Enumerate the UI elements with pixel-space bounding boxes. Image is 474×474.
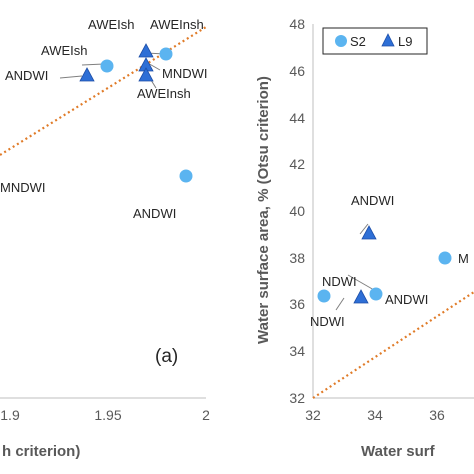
legend-s2-label: S2: [350, 34, 366, 49]
data-point-s2-andwi: [369, 287, 383, 301]
right-y-tick: 42: [289, 156, 305, 172]
data-point-s2-andwi: [179, 169, 193, 183]
left-x-tick: 1.9: [0, 407, 20, 423]
leader-line: [335, 297, 345, 311]
leader-line: [59, 75, 83, 79]
point-label: NDWI: [310, 314, 345, 329]
right-y-tick: 46: [289, 63, 305, 79]
point-label: ANDWI: [385, 292, 428, 307]
legend: S2 L9: [322, 27, 428, 55]
right-y-ticks: 32 34 36 38 40 42 44 46 48: [289, 16, 305, 406]
point-label: AWEInsh: [150, 17, 204, 32]
data-point-l9-awei-sh: [138, 43, 154, 58]
right-y-tick: 32: [289, 390, 305, 406]
right-y-tick: 36: [289, 296, 305, 312]
right-ref-line: [312, 291, 474, 399]
legend-l9-label: L9: [398, 34, 412, 49]
left-x-tick: 2: [202, 407, 210, 423]
left-ref-line: [0, 26, 207, 156]
right-y-tick: 34: [289, 343, 305, 359]
left-x-axis-label: h criterion): [2, 443, 80, 460]
leader-line: [81, 63, 105, 66]
legend-l9-marker: [381, 33, 395, 47]
right-y-tick: 40: [289, 203, 305, 219]
data-point-s2-awei-nsh: [159, 47, 173, 61]
data-point-s2-ndwi: [317, 289, 331, 303]
right-y-axis-label: Water surface area, % (Otsu criterion): [255, 76, 272, 344]
panel-label: (a): [155, 346, 178, 367]
right-x-tick: 32: [305, 407, 321, 423]
point-label: MNDWI: [0, 180, 46, 195]
point-label: M: [458, 251, 469, 266]
point-label: AWEIsh: [41, 43, 87, 58]
data-point-s2-awei-sh: [100, 59, 114, 73]
data-point-l9-awei-nsh: [138, 67, 154, 82]
right-x-tick: 34: [367, 407, 383, 423]
left-x-tick: 1.95: [94, 407, 121, 423]
point-label: MNDWI: [162, 66, 208, 81]
data-point-s2-mndwi: [438, 251, 452, 265]
right-y-tick: 48: [289, 16, 305, 32]
right-y-tick: 44: [289, 110, 305, 126]
legend-s2-marker: [335, 35, 347, 47]
point-label: ANDWI: [133, 206, 176, 221]
point-label: AWEInsh: [137, 86, 191, 101]
point-label: AWEIsh: [88, 17, 134, 32]
right-y-tick: 38: [289, 250, 305, 266]
right-x-tick: 36: [429, 407, 445, 423]
right-chart-panel: 32 34 36 38 40 42 44 46 48 32 34 36 Wate…: [255, 16, 474, 460]
data-point-l9-ndwi: [353, 289, 369, 304]
right-x-axis-label: Water surf: [361, 443, 436, 460]
data-point-l9-andwi: [79, 67, 95, 82]
data-point-l9-andwi: [361, 225, 377, 240]
left-chart-panel: 1.9 1.95 2 h criterion) (a) AWEIsh AWEIn…: [0, 17, 210, 460]
point-label: ANDWI: [5, 68, 48, 83]
point-label: NDWI: [322, 274, 357, 289]
point-label: ANDWI: [351, 193, 394, 208]
leader-line: [359, 223, 369, 235]
